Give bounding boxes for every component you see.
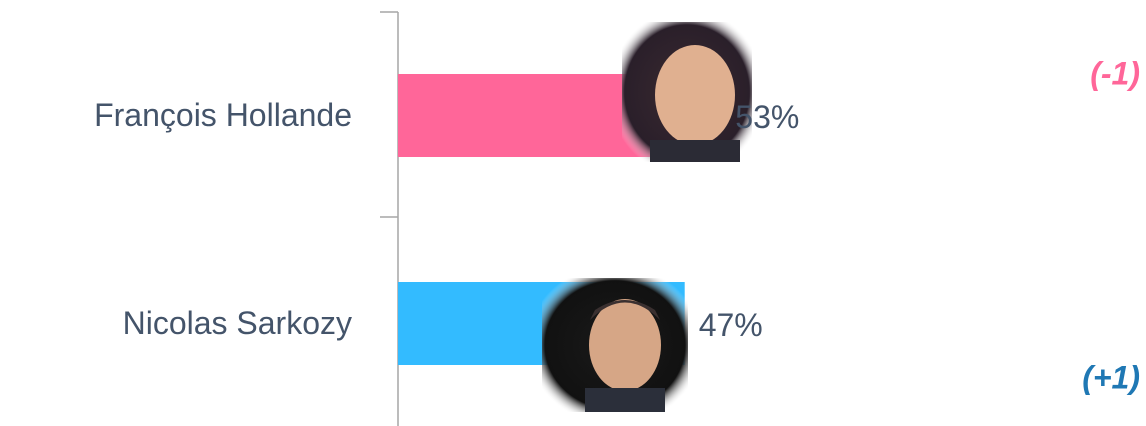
category-label: Nicolas Sarkozy (123, 305, 352, 341)
labels: François Hollande 53% Nicolas Sarkozy 47% (-… (94, 55, 1140, 395)
photos (542, 22, 752, 412)
category-axis (380, 11, 399, 426)
annotation: (-1) (1090, 55, 1140, 91)
category-label: François Hollande (94, 97, 352, 133)
value-label: 47% (699, 307, 763, 343)
photo (622, 22, 752, 162)
annotation: (+1) (1082, 359, 1140, 395)
photo (542, 278, 688, 412)
value-label: 53% (735, 99, 799, 135)
